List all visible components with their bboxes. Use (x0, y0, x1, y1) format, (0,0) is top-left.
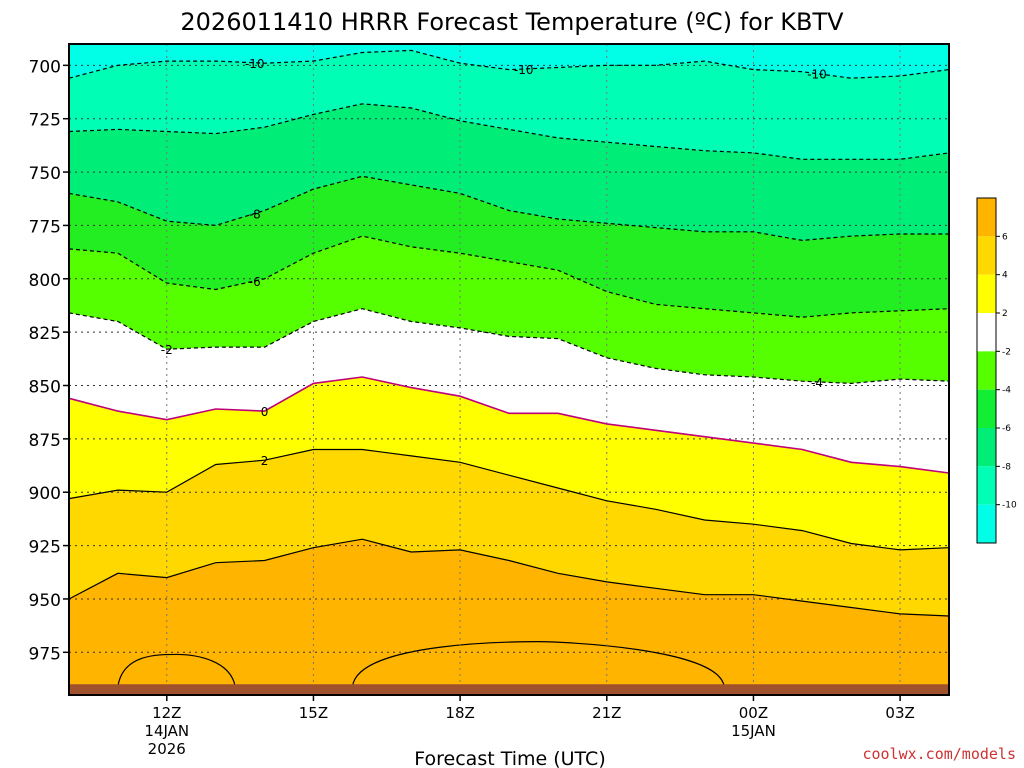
colorbar-swatch-8 (977, 504, 996, 543)
temperature-fill-layer (69, 44, 949, 695)
contour-labels-layer: -10 -10 -10 -8 -6 -4 0 2 -2 (161, 57, 827, 468)
y-tick-label-925: 925 (29, 538, 61, 558)
y-tick-label-900: 900 (29, 484, 61, 504)
y-tick-label-700: 700 (29, 57, 61, 77)
x-tick-label-03Z: 03Z (885, 704, 914, 722)
contour-line-2 (68, 448, 950, 551)
y-axis: 700 725 750 775 800 825 850 875 900 925 950 975 (29, 57, 69, 664)
colorbar-swatch-7 (977, 466, 996, 505)
contour-label-3: -8 (249, 207, 261, 221)
credit-link[interactable]: coolwx.com/models (862, 745, 1016, 763)
x-tick-label-18Z: 18Z (445, 704, 474, 722)
x-tick-label-15Z: 15Z (299, 704, 328, 722)
y-tick-label-875: 875 (29, 431, 61, 451)
y-tick-label-850: 850 (29, 378, 61, 398)
contour-line-neg6 (68, 235, 950, 318)
colorbar-frame (976, 197, 997, 544)
chart-title: 2026011410 HRRR Forecast Temperature (ºC… (180, 8, 844, 36)
y-tick-label-825: 825 (29, 324, 61, 344)
y-tick-label-750: 750 (29, 164, 61, 184)
colorbar-label-6: -8 (1002, 462, 1011, 472)
ground-layer (69, 684, 949, 695)
colorbar-label-3: -2 (1002, 347, 1011, 357)
colorbar-label-4: -4 (1002, 386, 1011, 396)
contour-label-8: -2 (161, 343, 173, 357)
colorbar-swatch-4 (977, 351, 996, 390)
colorbar-swatch-0 (977, 198, 996, 237)
colorbar-swatch-3 (977, 313, 996, 352)
contour-label-4: -6 (249, 275, 261, 289)
x-tick-date-15JAN: 15JAN (731, 722, 776, 740)
y-tick-label-775: 775 (29, 217, 61, 237)
colorbar-label-5: -6 (1002, 424, 1011, 434)
contour-label-2: -10 (807, 68, 827, 82)
contour-line-neg4 (68, 308, 950, 385)
contour-label-0: -10 (245, 57, 265, 71)
contour-label-6: 0 (261, 405, 269, 419)
ground-terrain (69, 684, 949, 695)
x-axis-title: Forecast Time (UTC) (414, 748, 605, 768)
contour-line-neg10 (68, 49, 950, 79)
x-tick-label-12Z: 12Z (152, 704, 181, 722)
colorbar-label-1: 4 (1002, 271, 1008, 281)
grid-layer (69, 44, 949, 695)
contour-label-7: 2 (261, 454, 269, 468)
colorbar-swatch-5 (977, 389, 996, 428)
warm-pocket-2 (351, 641, 725, 688)
colorbar-swatch-2 (977, 274, 996, 313)
colorbar-label-0: 6 (1002, 232, 1008, 242)
warm-pocket-1 (117, 653, 236, 688)
colorbar-swatch-6 (977, 428, 996, 467)
x-tick-label-21Z: 21Z (592, 704, 621, 722)
colorbar-label-2: 2 (1002, 309, 1008, 319)
contour-lines-layer (68, 49, 950, 617)
contour-label-5: -4 (811, 376, 823, 390)
contour-line-neg8 (68, 175, 949, 242)
colorbar: 6 4 2 -2 -4 -6 -8 -10 (976, 197, 1017, 544)
warm-pocket-layer (117, 641, 725, 688)
contour-line-0 (68, 376, 950, 474)
contour-label-1: -10 (514, 63, 534, 77)
x-tick-label-00Z: 00Z (739, 704, 768, 722)
colorbar-swatch-1 (977, 236, 996, 275)
y-tick-label-975: 975 (29, 644, 61, 664)
y-tick-label-725: 725 (29, 111, 61, 131)
plot-frame (68, 43, 950, 696)
x-tick-year-2026: 2026 (148, 740, 186, 758)
x-tick-date-14JAN: 14JAN (144, 722, 189, 740)
y-tick-label-800: 800 (29, 271, 61, 291)
fill-band-neg10-to-neg8 (69, 44, 949, 160)
y-tick-label-950: 950 (29, 591, 61, 611)
contour-line-4 (68, 538, 950, 617)
fill-band-below-neg10 (69, 44, 949, 79)
colorbar-label-7: -10 (1002, 501, 1017, 511)
